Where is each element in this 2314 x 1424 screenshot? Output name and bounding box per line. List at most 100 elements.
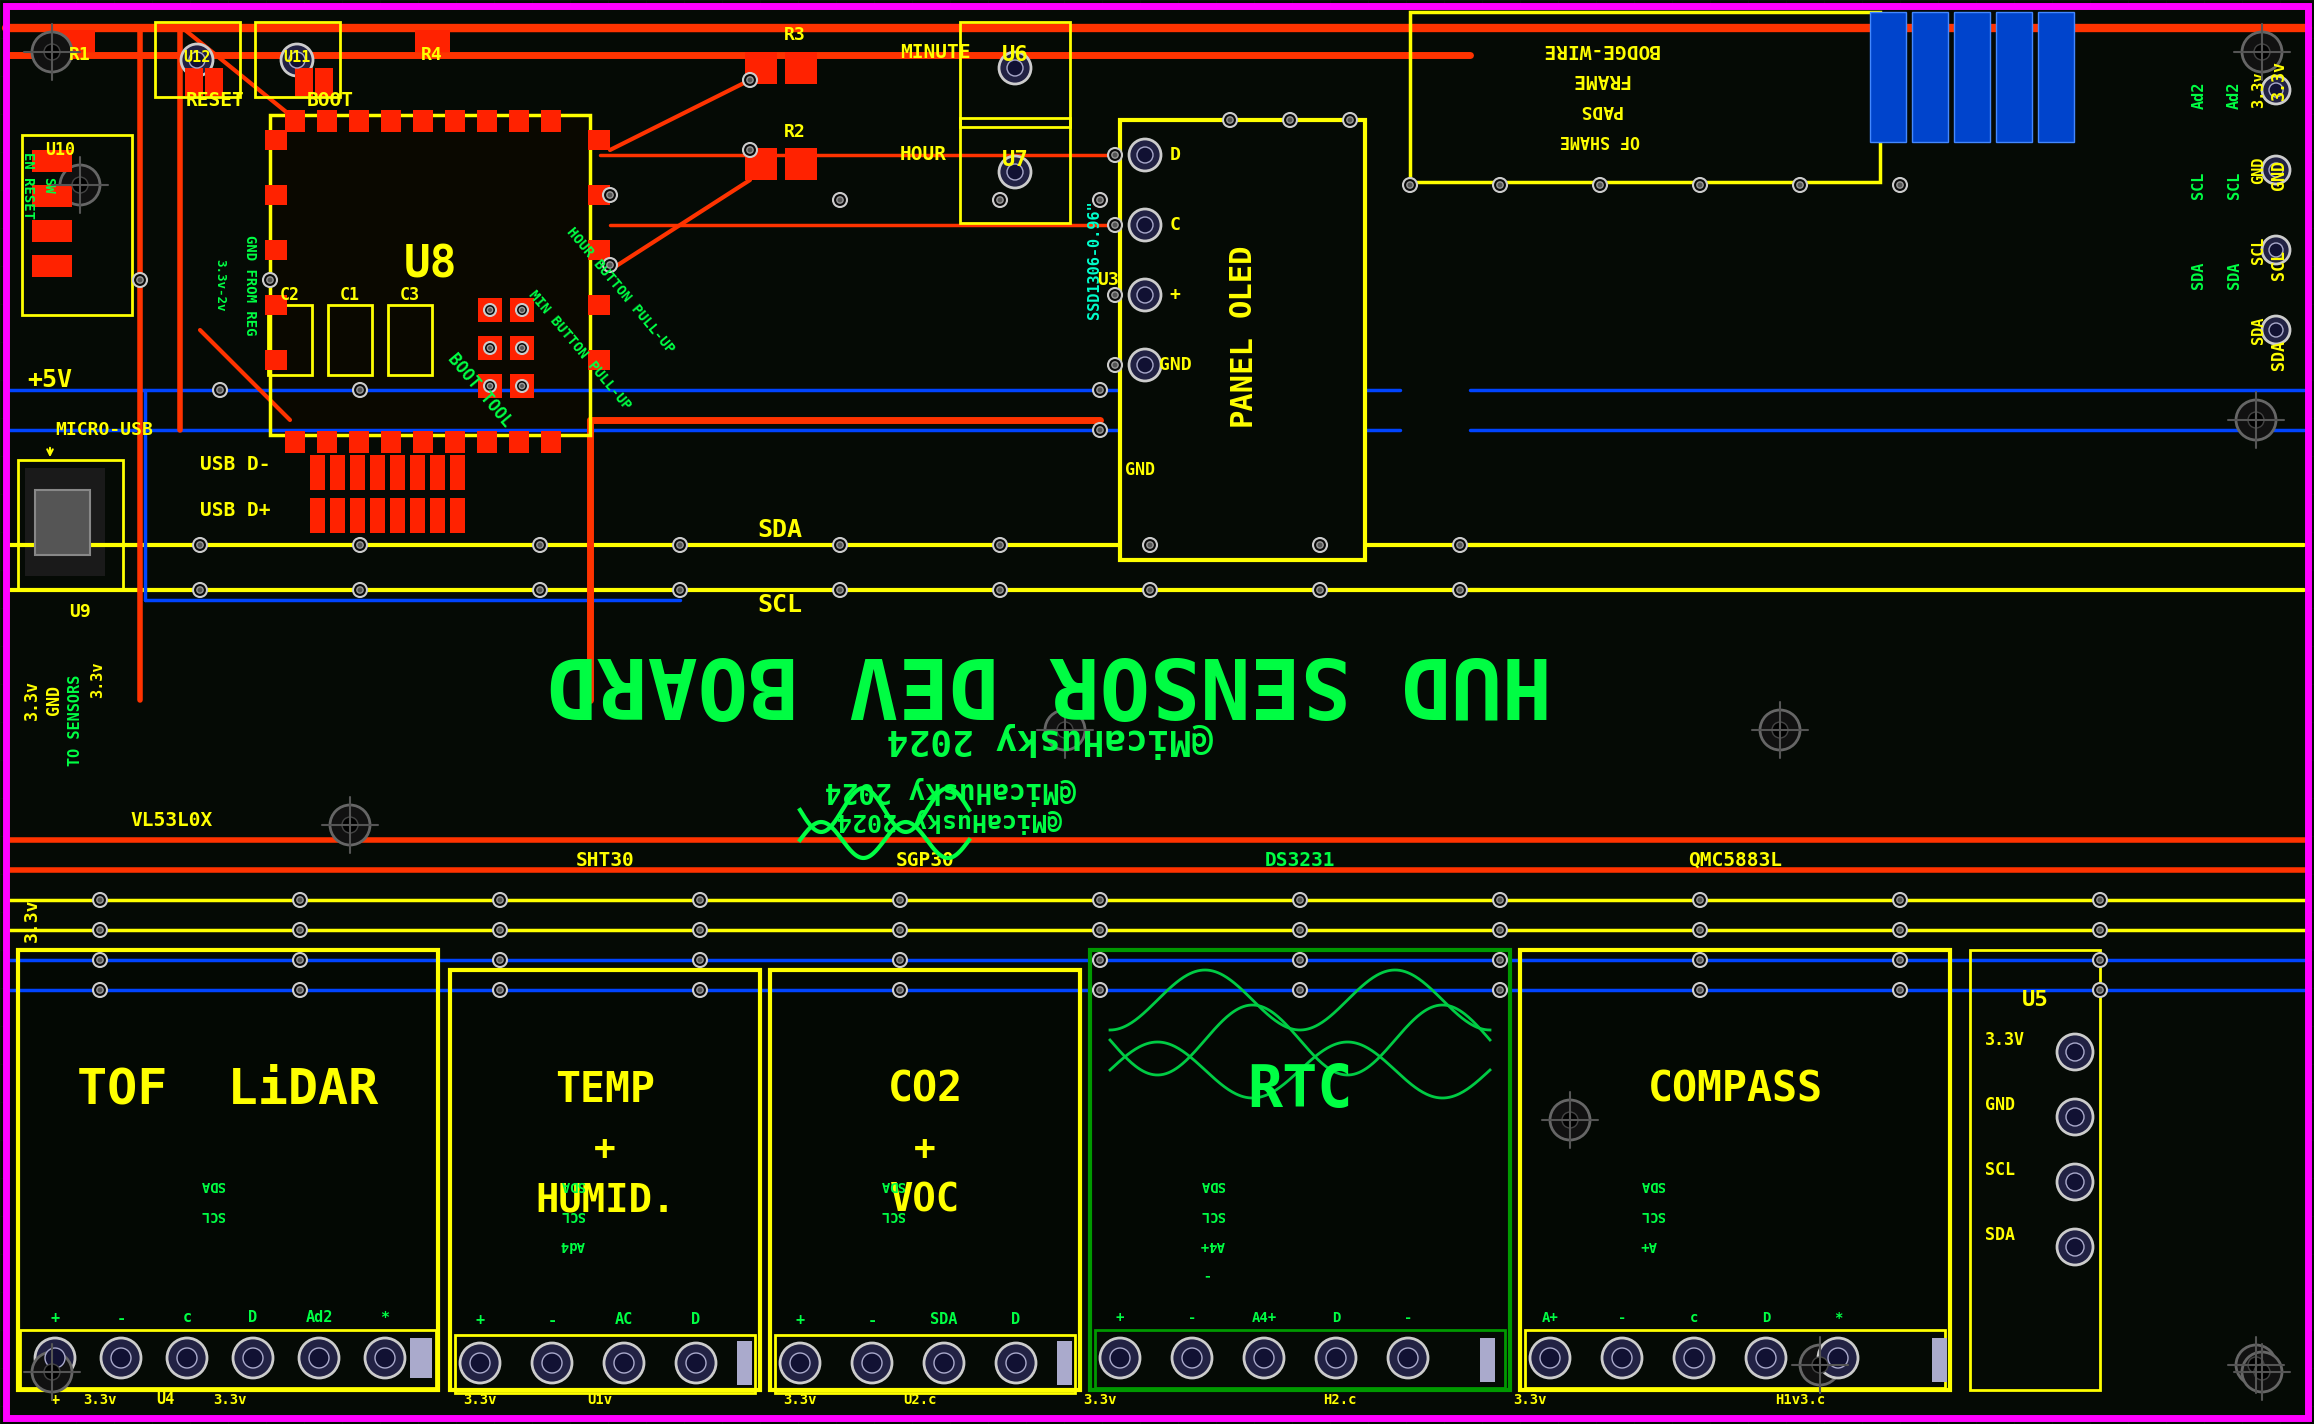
Text: 3.3v: 3.3v xyxy=(23,899,42,941)
Text: SCL: SCL xyxy=(879,1208,905,1222)
Circle shape xyxy=(1756,1349,1777,1368)
Text: +: + xyxy=(51,1310,60,1326)
Text: USB D-: USB D- xyxy=(199,456,271,474)
Bar xyxy=(32,185,72,206)
Circle shape xyxy=(993,194,1007,206)
Circle shape xyxy=(1347,117,1354,122)
Bar xyxy=(1997,11,2032,142)
Bar xyxy=(784,53,817,84)
Bar xyxy=(1523,953,1948,1388)
Circle shape xyxy=(296,897,303,903)
Circle shape xyxy=(1694,953,1708,967)
Bar xyxy=(2039,11,2073,142)
Circle shape xyxy=(2263,236,2291,263)
Text: A4+: A4+ xyxy=(1252,1312,1277,1324)
Text: GND FROM REG: GND FROM REG xyxy=(243,235,257,335)
Circle shape xyxy=(1092,893,1106,907)
Text: D: D xyxy=(1333,1312,1340,1324)
Circle shape xyxy=(780,1343,819,1383)
Bar xyxy=(317,431,338,453)
Circle shape xyxy=(294,893,308,907)
Bar xyxy=(35,490,90,555)
Bar xyxy=(1120,120,1365,560)
Circle shape xyxy=(1342,112,1356,127)
Text: -: - xyxy=(1405,1312,1412,1324)
Circle shape xyxy=(518,383,525,389)
Circle shape xyxy=(310,1349,329,1368)
Text: U7: U7 xyxy=(1002,150,1027,169)
Text: SDA: SDA xyxy=(879,1178,905,1192)
Circle shape xyxy=(213,383,227,397)
Circle shape xyxy=(1007,1353,1025,1373)
Text: SCL: SCL xyxy=(1201,1208,1224,1222)
Circle shape xyxy=(44,44,60,60)
Circle shape xyxy=(516,342,528,355)
Circle shape xyxy=(993,538,1007,553)
Bar xyxy=(444,431,465,453)
Bar xyxy=(449,970,759,1390)
Bar xyxy=(317,110,338,132)
Circle shape xyxy=(1696,987,1703,993)
Circle shape xyxy=(604,188,618,202)
Circle shape xyxy=(1530,1339,1569,1378)
Circle shape xyxy=(2057,1163,2092,1200)
Circle shape xyxy=(1294,983,1307,997)
Circle shape xyxy=(2247,1357,2263,1373)
Circle shape xyxy=(97,957,104,963)
Text: +: + xyxy=(1169,286,1180,303)
Bar xyxy=(273,309,308,372)
Bar xyxy=(23,1331,435,1386)
Circle shape xyxy=(1245,1339,1284,1378)
Circle shape xyxy=(1294,923,1307,937)
Text: SW: SW xyxy=(42,177,56,194)
Bar xyxy=(479,375,502,397)
Circle shape xyxy=(935,1353,953,1373)
Circle shape xyxy=(192,582,206,597)
Text: +: + xyxy=(474,1313,484,1327)
Circle shape xyxy=(1897,957,1902,963)
Text: HUMID.: HUMID. xyxy=(535,1180,676,1219)
Text: 3.3v: 3.3v xyxy=(1513,1393,1546,1407)
Text: SDA: SDA xyxy=(1201,1178,1224,1192)
Bar xyxy=(60,30,95,53)
Text: GND: GND xyxy=(2252,157,2265,184)
Text: SDA: SDA xyxy=(2270,340,2289,370)
Text: R3: R3 xyxy=(784,26,805,44)
Circle shape xyxy=(518,308,525,313)
Circle shape xyxy=(1136,216,1152,234)
Text: 3.3v: 3.3v xyxy=(213,1393,248,1407)
Circle shape xyxy=(893,893,907,907)
Text: c: c xyxy=(183,1310,192,1326)
Circle shape xyxy=(1171,1339,1213,1378)
Circle shape xyxy=(1562,1112,1578,1128)
Bar xyxy=(412,431,433,453)
Circle shape xyxy=(1057,722,1074,738)
Circle shape xyxy=(1453,538,1467,553)
Circle shape xyxy=(484,342,495,355)
Circle shape xyxy=(2057,1229,2092,1265)
Bar xyxy=(294,68,312,95)
Text: Ad2: Ad2 xyxy=(2226,81,2242,108)
Text: 3.3v: 3.3v xyxy=(463,1393,498,1407)
Bar xyxy=(1932,1339,1946,1383)
Circle shape xyxy=(243,1349,264,1368)
Text: +: + xyxy=(1115,1312,1125,1324)
Bar xyxy=(349,498,366,533)
Circle shape xyxy=(289,53,305,68)
Text: U1v: U1v xyxy=(588,1393,613,1407)
Bar xyxy=(509,375,535,397)
Circle shape xyxy=(1493,178,1506,192)
Circle shape xyxy=(532,582,546,597)
Bar xyxy=(588,185,611,205)
Circle shape xyxy=(995,1343,1037,1383)
Circle shape xyxy=(1111,1349,1129,1368)
Text: U2.c: U2.c xyxy=(902,1393,937,1407)
Bar xyxy=(588,241,611,261)
Circle shape xyxy=(692,953,708,967)
Bar xyxy=(1953,11,1990,142)
Circle shape xyxy=(1893,178,1907,192)
Text: H1v3.c: H1v3.c xyxy=(1775,1393,1826,1407)
Circle shape xyxy=(863,1353,882,1373)
Bar xyxy=(1481,1339,1495,1383)
Bar xyxy=(444,110,465,132)
